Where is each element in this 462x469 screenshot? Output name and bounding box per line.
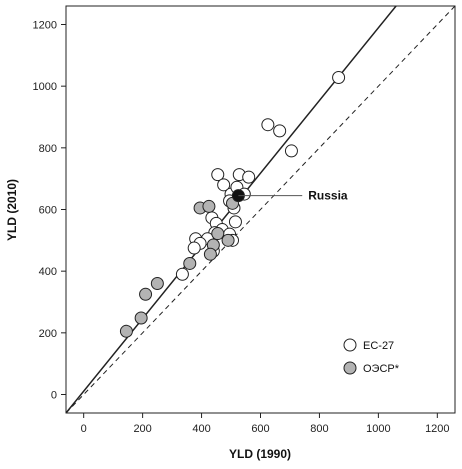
x-tick-label: 1000 xyxy=(366,423,390,435)
oecd-point xyxy=(202,199,216,213)
y-tick-label: 800 xyxy=(39,143,57,155)
x-tick-label: 1200 xyxy=(425,423,449,435)
ec27-point xyxy=(217,178,231,192)
annotation-label: Russia xyxy=(308,189,348,203)
ec27-point xyxy=(242,170,256,184)
legend-label: ЕС-27 xyxy=(363,340,394,352)
legend-marker xyxy=(343,338,357,352)
ec27-point xyxy=(273,124,287,138)
y-axis-title: YLD (2010) xyxy=(5,179,19,241)
x-axis-title: YLD (1990) xyxy=(229,447,291,461)
legend-label: ОЭСР* xyxy=(363,363,400,375)
data-points xyxy=(119,71,346,338)
x-tick-label: 0 xyxy=(81,423,87,435)
x-tick-label: 800 xyxy=(310,423,328,435)
oecd-point xyxy=(183,256,197,270)
y-tick-label: 600 xyxy=(39,205,57,217)
oecd-point xyxy=(119,324,133,338)
oecd-point xyxy=(139,287,153,301)
oecd-point xyxy=(221,233,235,247)
reference-lines xyxy=(66,6,455,413)
y-tick-label: 400 xyxy=(39,266,57,278)
russia-annotation: Russia xyxy=(238,189,348,203)
ec27-point xyxy=(284,144,298,158)
y-tick-label: 1200 xyxy=(33,20,57,32)
oecd-point xyxy=(150,277,164,290)
ec27-point xyxy=(228,215,242,229)
y-tick-label: 1000 xyxy=(33,81,57,93)
ec27-point xyxy=(211,168,225,182)
x-axis: 0 200 400 600 800 1000 1200 xyxy=(81,413,450,435)
ec27-point xyxy=(187,241,201,255)
y-tick-label: 0 xyxy=(51,390,57,402)
oecd-point xyxy=(203,247,217,261)
x-tick-label: 400 xyxy=(192,423,210,435)
y-tick-label: 200 xyxy=(39,328,57,340)
identity-line xyxy=(66,6,455,413)
ec27-point xyxy=(175,267,189,281)
x-tick-label: 200 xyxy=(133,423,151,435)
y-axis: 0 200 400 600 800 1000 1200 xyxy=(33,20,66,402)
ec27-point xyxy=(332,71,346,85)
ec27-point xyxy=(261,118,275,132)
legend: ЕС-27 ОЭСР* xyxy=(343,338,400,375)
oecd-point xyxy=(211,227,225,241)
legend-marker xyxy=(343,361,357,375)
oecd-point xyxy=(134,311,148,325)
x-tick-label: 600 xyxy=(251,423,269,435)
